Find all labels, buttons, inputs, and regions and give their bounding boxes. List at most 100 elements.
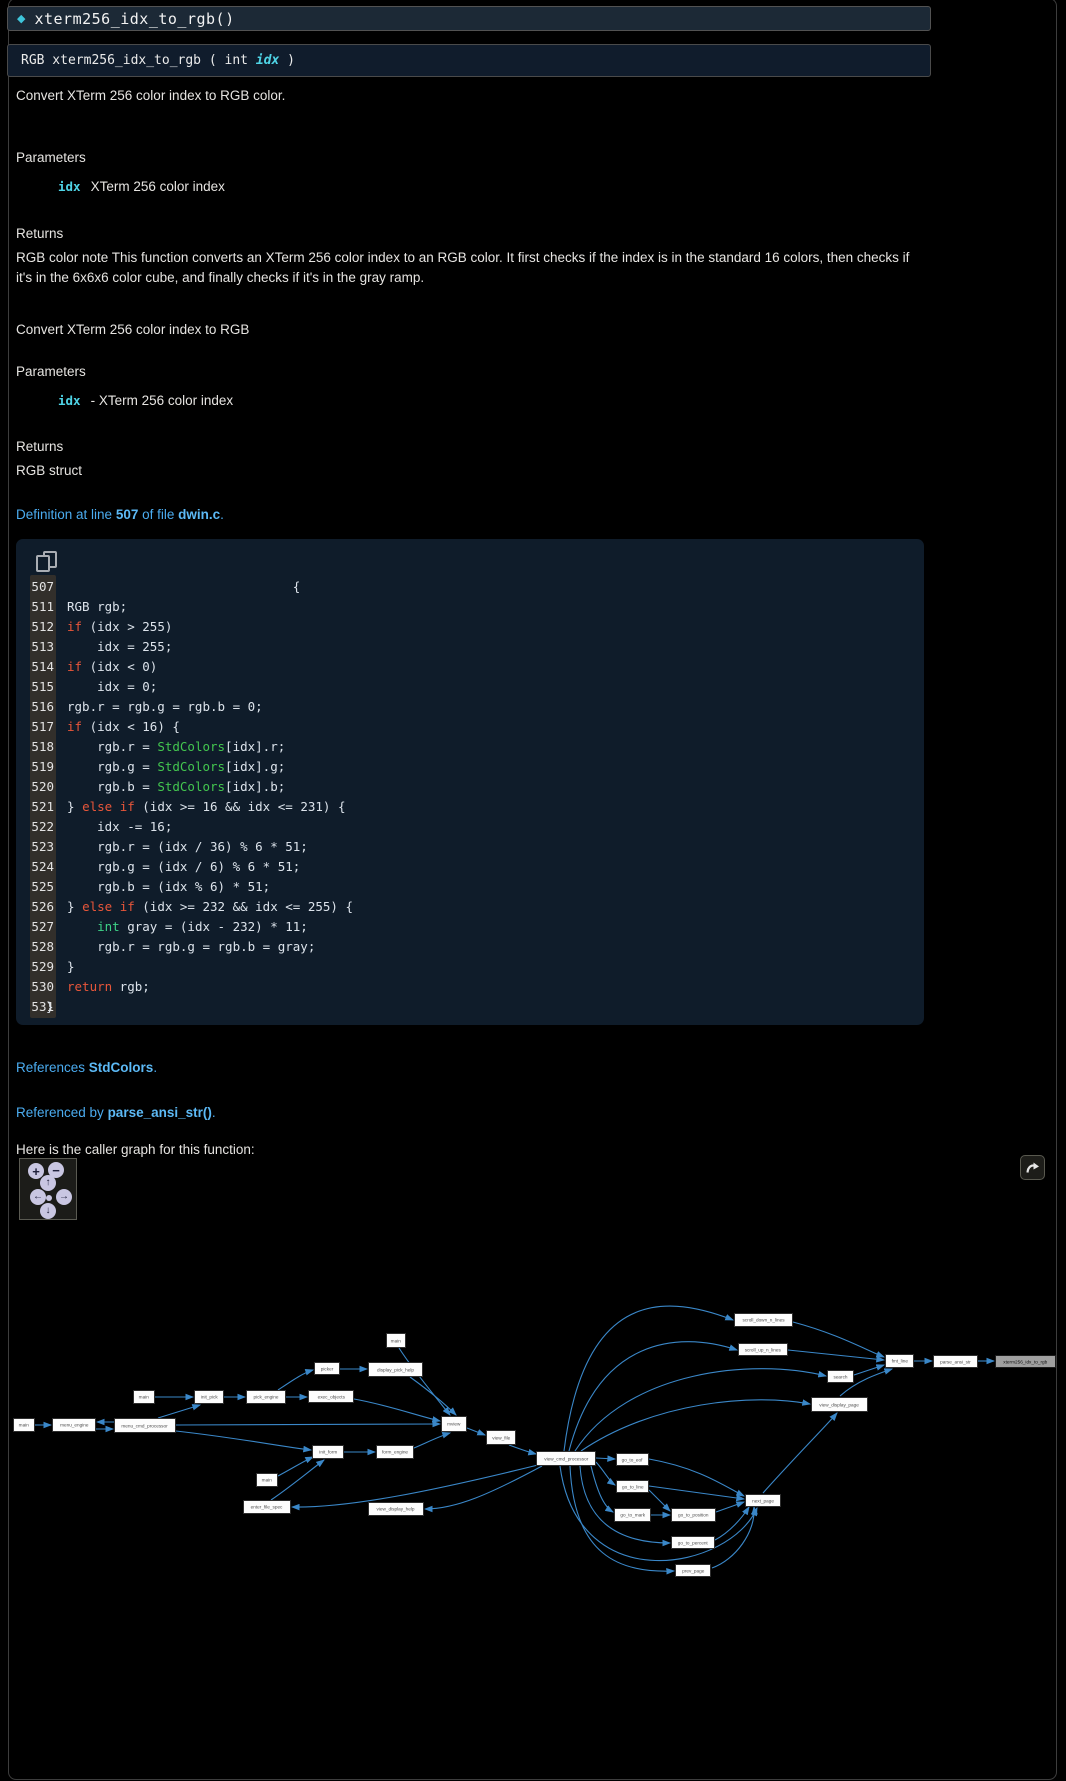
code-line: 524 rgb.g = (idx / 6) % 6 * 51; [16, 857, 924, 877]
graph-node-init_form[interactable]: init_form [312, 1445, 344, 1459]
pan-up-button[interactable]: ↑ [40, 1175, 56, 1191]
graph-node-go_to_percent[interactable]: go_to_percent [671, 1536, 715, 1549]
graph-node-label: display_pick_help [377, 1366, 414, 1373]
graph-node-label: go_to_mark [620, 1512, 645, 1518]
file-link[interactable]: dwin.c [178, 507, 221, 522]
graph-node-go_to_mark[interactable]: go_to_mark [614, 1508, 651, 1522]
line-number: 518 [31, 739, 54, 754]
graph-node-main3[interactable]: main [256, 1473, 278, 1487]
pan-left-button[interactable]: ← [30, 1189, 46, 1205]
graph-node-go_to_eof[interactable]: go_to_eof [616, 1453, 649, 1466]
graph-node-view_display_page[interactable]: view_display_page [811, 1397, 868, 1412]
code-line: 521} else if (idx >= 16 && idx <= 231) { [16, 797, 924, 817]
graph-node-display_pick_help[interactable]: display_pick_help [368, 1362, 423, 1377]
graph-node-view_display_help[interactable]: view_display_help [368, 1502, 424, 1516]
pan-right-button[interactable]: → [56, 1189, 72, 1205]
edge-pick_engine-to-picker [277, 1369, 315, 1391]
code-line: 525 rgb.b = (idx % 6) * 51; [16, 877, 924, 897]
graph-node-main1[interactable]: main [13, 1418, 35, 1432]
line-number: 527 [31, 919, 54, 934]
graph-node-label: init_pick [200, 1394, 218, 1400]
graph-node-picker[interactable]: picker [314, 1362, 340, 1375]
edge-mview-to-view_file [466, 1427, 487, 1436]
graph-node-scroll_down_n_lines[interactable]: scroll_down_n_lines [734, 1313, 793, 1327]
graph-node-search[interactable]: search [827, 1370, 854, 1383]
graph-node-menu_cmd_processor[interactable]: menu_cmd_processor [114, 1418, 176, 1433]
line-number: 521 [31, 799, 54, 814]
referenced-by-link[interactable]: parse_ansi_str() [107, 1104, 212, 1120]
edge-form_engine-to-mview [413, 1432, 452, 1449]
edge-prev_page-to-next_page [711, 1505, 758, 1569]
caller-graph-heading: Here is the caller graph for this functi… [16, 1141, 255, 1157]
parameter-name-2: idx [58, 393, 81, 408]
signature-suffix: ) [279, 53, 295, 68]
parameters-heading: Parameters [16, 150, 86, 165]
parameter-description-2: - XTerm 256 color index [90, 393, 234, 408]
copy-icon[interactable] [36, 551, 58, 573]
graph-node-main4[interactable]: main [386, 1333, 406, 1348]
parameter-row-2: idx - XTerm 256 color index [16, 391, 922, 411]
line-number: 523 [31, 839, 54, 854]
graph-node-label: search [833, 1373, 848, 1380]
code-line: 513 idx = 255; [16, 637, 924, 657]
function-documentation: Convert XTerm 256 color index to RGB col… [16, 86, 922, 525]
graph-node-scroll_up_n_lines[interactable]: scroll_up_n_lines [738, 1343, 788, 1356]
graph-node-label: go_to_percent [678, 1539, 708, 1546]
graph-node-view_file[interactable]: view_file [486, 1430, 516, 1445]
graph-node-go_to_line[interactable]: go_to_line [616, 1480, 649, 1493]
code-line: 529} [16, 957, 924, 977]
line-number: 513 [31, 639, 54, 654]
graph-node-pick_engine[interactable]: pick_engine [246, 1390, 286, 1404]
graph-node-mview[interactable]: mview [441, 1416, 467, 1432]
line-number: 530 [31, 979, 54, 994]
line-number: 516 [31, 699, 54, 714]
references-link[interactable]: StdColors [88, 1059, 154, 1075]
code-line: 514 if (idx < 0) [16, 657, 924, 677]
line-number: 507 [31, 579, 54, 594]
edge-go_to_line-to-go_to_position [648, 1489, 671, 1512]
code-link[interactable]: StdColors [157, 779, 226, 794]
graph-node-label: prev_page [681, 1567, 705, 1574]
code-link[interactable]: StdColors [157, 759, 226, 774]
zoom-in-button[interactable]: + [28, 1163, 44, 1179]
zoom-out-button[interactable]: − [48, 1162, 64, 1178]
graph-pan-zoom-controls: + − ↑ ← → ↓ [19, 1158, 77, 1220]
open-interactive-graph-button[interactable] [1020, 1155, 1045, 1180]
line-number: 528 [31, 939, 54, 954]
graph-node-xterm256_idx_to_rgb[interactable]: xterm256_idx_to_rgb [995, 1355, 1056, 1368]
graph-node-next_page[interactable]: next_page [745, 1494, 781, 1507]
graph-node-parse_ansi_str[interactable]: parse_ansi_str [933, 1355, 978, 1368]
graph-node-label: view_display_page [819, 1401, 860, 1408]
graph-node-view_cmd_processor[interactable]: view_cmd_processor [536, 1451, 596, 1466]
referenced-by-line: Referenced by parse_ansi_str(). [16, 1104, 216, 1120]
graph-node-init_pick[interactable]: init_pick [194, 1390, 224, 1404]
graph-node-prev_page[interactable]: prev_page [675, 1564, 711, 1577]
edge-enter_file_spec-to-init_form [270, 1459, 325, 1501]
parameters-heading-2: Parameters [16, 364, 86, 379]
references-line: References StdColors. [16, 1059, 158, 1075]
graph-node-label: main [138, 1394, 150, 1400]
graph-node-label: enter_file_spec [251, 1504, 283, 1510]
parameter-description: XTerm 256 color index [90, 179, 225, 194]
graph-node-exec_objects[interactable]: exec_objects [308, 1390, 354, 1403]
edge-view_cmd_processor-to-go_to_line [595, 1461, 616, 1486]
definition-period: . [220, 507, 224, 522]
graph-node-main2[interactable]: main [133, 1390, 155, 1404]
definition-text-2: of file [138, 507, 179, 522]
graph-node-fmt_line[interactable]: fmt_line [885, 1354, 914, 1368]
pan-down-button[interactable]: ↓ [40, 1203, 56, 1219]
graph-node-menu_engine[interactable]: menu_engine [52, 1418, 96, 1432]
code-line: 530 return rgb; [16, 977, 924, 997]
line-number: 515 [31, 679, 54, 694]
parameter-row: idx XTerm 256 color index [16, 177, 922, 197]
graph-node-enter_file_spec[interactable]: enter_file_spec [243, 1500, 291, 1514]
graph-node-form_engine[interactable]: form_engine [376, 1445, 414, 1459]
line-number-link[interactable]: 507 [115, 507, 139, 522]
referenced-by-text: Referenced by [16, 1104, 108, 1120]
code-line: 523 rgb.r = (idx / 36) % 6 * 51; [16, 837, 924, 857]
code-line: 522 idx -= 16; [16, 817, 924, 837]
code-link[interactable]: StdColors [157, 739, 226, 754]
curved-arrow-icon [1026, 1162, 1039, 1173]
graph-node-go_to_position[interactable]: go_to_position [671, 1508, 716, 1522]
